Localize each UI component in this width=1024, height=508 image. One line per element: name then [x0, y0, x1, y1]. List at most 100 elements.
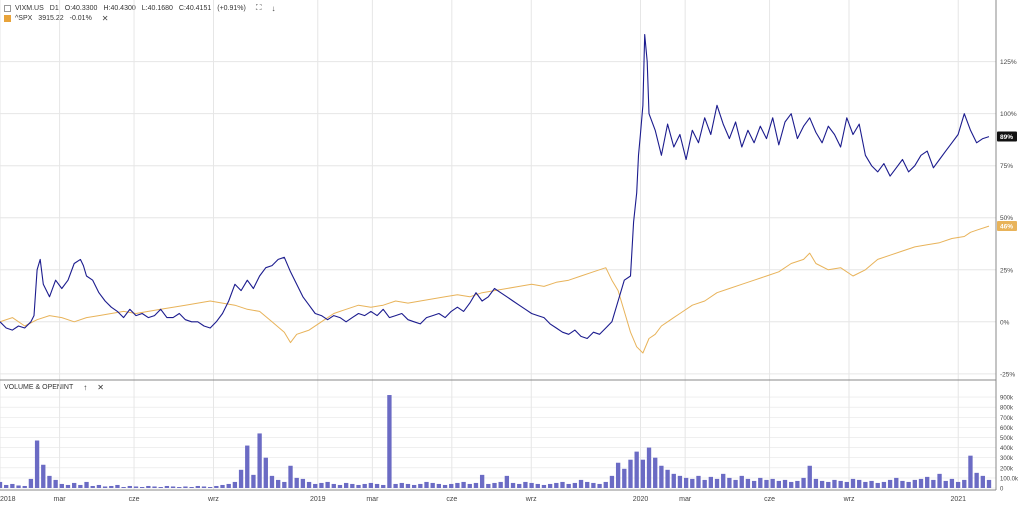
volume-bar: [863, 481, 868, 488]
volume-bar: [399, 482, 404, 488]
volume-bar: [59, 483, 64, 488]
expand-icon[interactable]: ⛶: [255, 3, 262, 12]
volume-bar: [337, 484, 343, 488]
volume-bar: [461, 481, 466, 488]
volume-bar: [430, 482, 435, 488]
volume-bar: [10, 483, 15, 488]
price-plot: [0, 34, 990, 354]
volume-bar: [436, 483, 442, 488]
volume-bar: [467, 483, 472, 488]
volume-bar: [764, 479, 769, 488]
volume-bar: [813, 478, 819, 488]
volume-bar: [78, 484, 83, 488]
volume-bar: [96, 484, 102, 488]
volume-bar: [523, 481, 528, 488]
volume-bar: [418, 483, 423, 488]
volume-bar: [535, 483, 540, 488]
volume-bar: [28, 478, 34, 488]
vixm-swatch[interactable]: [4, 4, 11, 12]
volume-bar: [517, 483, 522, 488]
volume-tick-label: 800k: [1000, 406, 1014, 412]
volume-bar: [795, 480, 800, 488]
volume-bar: [547, 483, 553, 488]
x-tick-label: mar: [54, 496, 67, 503]
volume-bar: [350, 483, 355, 488]
volume-bar: [189, 486, 194, 488]
volume-bar: [442, 484, 448, 488]
volume-bar: [776, 480, 782, 488]
volume-bar: [640, 459, 646, 488]
volume-bar: [529, 482, 534, 488]
volume-tick-label: 400k: [1000, 446, 1014, 452]
volume-bar: [541, 484, 547, 488]
volume-bar: [72, 482, 77, 488]
volume-bar: [115, 484, 120, 488]
volume-bar: [702, 479, 707, 488]
volume-bar: [974, 472, 979, 488]
volume-bar: [826, 481, 831, 488]
volume-bar: [727, 477, 732, 488]
volume-tick-label: 500k: [1000, 436, 1014, 442]
volume-bar: [572, 482, 578, 488]
x-tick-label: mar: [366, 496, 379, 503]
volume-bar: [492, 482, 497, 488]
volume-bar: [405, 483, 411, 488]
volume-bar: [170, 486, 176, 488]
vixm-change: (+0.91%): [217, 4, 246, 12]
volume-bar: [133, 486, 139, 488]
volume-bar: [232, 481, 238, 488]
volume-bar: [381, 484, 386, 488]
volume-bar: [622, 468, 627, 488]
volume-bar: [838, 480, 843, 488]
volume-bar: [597, 483, 602, 488]
series-line-spx: [0, 225, 990, 354]
volume-bar: [721, 473, 726, 488]
volume-bar: [696, 475, 701, 488]
last-value-badge-vixm: [997, 131, 1017, 142]
x-tick-label: cze: [764, 496, 775, 503]
arrow-down-icon[interactable]: ↓: [271, 3, 276, 13]
volume-bar: [300, 478, 306, 488]
series-line-vixm: [0, 34, 990, 340]
volume-bar: [931, 479, 936, 488]
volume-bar: [473, 482, 479, 488]
vixm-open: O:40.3300: [64, 4, 98, 12]
volume-bar: [288, 465, 293, 488]
last-value-label-spx: 46%: [1000, 224, 1013, 231]
volume-bar: [146, 485, 151, 488]
volume-bar: [152, 486, 157, 488]
volume-bar: [331, 483, 336, 488]
volume-bar: [387, 395, 392, 488]
x-tick-label: 2020: [633, 496, 649, 503]
volume-bar: [257, 433, 262, 488]
volume-bar: [226, 483, 231, 488]
x-tick-label: mar: [679, 496, 692, 503]
close-icon[interactable]: ✕: [97, 382, 104, 392]
volume-bar: [449, 483, 454, 488]
spx-swatch[interactable]: [4, 14, 11, 22]
volume-bar: [121, 486, 126, 488]
volume-bar: [955, 481, 961, 488]
y-tick-label: 25%: [1000, 267, 1013, 274]
volume-bar: [479, 474, 485, 488]
vixm-close: C:40.4151: [178, 4, 212, 12]
spx-value: 3915.22: [38, 14, 64, 22]
volume-bar: [906, 481, 911, 488]
vixm-symbol: VIXM.US: [15, 4, 44, 12]
volume-bar: [628, 459, 633, 488]
volume-bar: [47, 475, 52, 488]
volume-bar: [900, 480, 905, 488]
arrow-up-icon[interactable]: ↑: [83, 382, 88, 392]
volume-bar: [201, 486, 207, 488]
volume-bar: [683, 477, 689, 488]
volume-bar: [665, 469, 670, 488]
close-icon[interactable]: ✕: [101, 13, 109, 23]
volume-bar: [949, 478, 955, 488]
spx-symbol: ^SPX: [15, 14, 33, 22]
volume-bar: [591, 482, 596, 488]
volume-bar: [962, 479, 967, 488]
volume-bar: [819, 480, 825, 488]
volume-bar: [177, 486, 182, 488]
volume-bar: [585, 481, 590, 488]
volume-bar: [238, 469, 244, 488]
